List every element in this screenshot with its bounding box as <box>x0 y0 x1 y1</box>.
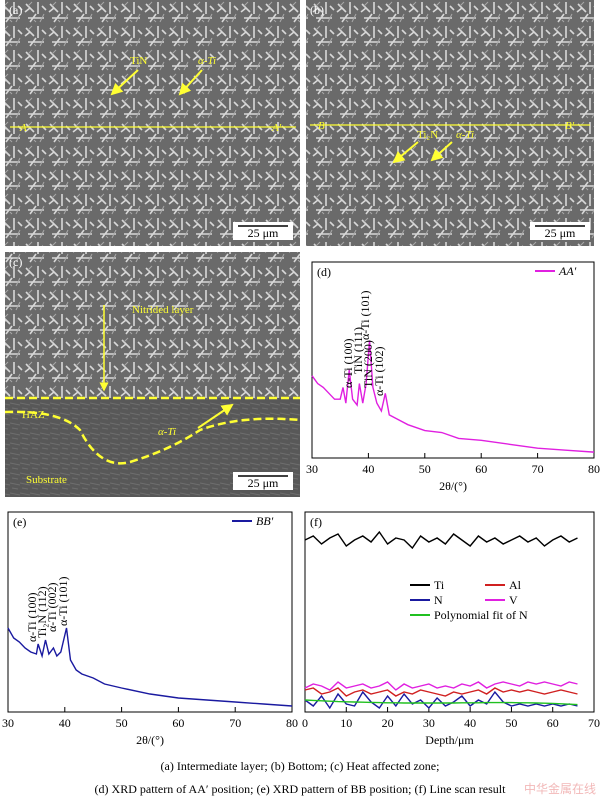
series-line <box>7 627 293 707</box>
x-tick-label: 60 <box>475 462 487 476</box>
x-tick-label: 20 <box>382 716 394 730</box>
scale-label: 25 μm <box>248 226 279 240</box>
x-tick-label: 30 <box>2 716 14 730</box>
annotation: α-Ti <box>456 129 474 141</box>
panel-label: (f) <box>310 515 322 529</box>
sem-image <box>306 0 594 246</box>
x-tick-label: 50 <box>116 716 128 730</box>
legend-label: V <box>509 593 518 607</box>
peak-label: α-Ti (100) <box>25 592 39 642</box>
caption: (d) XRD pattern of AA′ position; (e) XRD… <box>95 782 507 796</box>
x-tick-label: 30 <box>306 462 318 476</box>
panel-a: (a) A A′ TiN α-Ti 25 μm <box>5 0 300 246</box>
line-label: A′ <box>271 122 282 134</box>
peak-label: Ti₂N (112) <box>35 586 49 638</box>
legend-label: N <box>434 593 443 607</box>
series-line <box>304 690 578 710</box>
x-tick-label: 40 <box>464 716 476 730</box>
panel-label: (d) <box>317 265 331 279</box>
sem-image <box>5 0 300 246</box>
x-axis-label: 2θ/(°) <box>136 733 164 747</box>
scale-label: 25 μm <box>248 476 279 490</box>
x-tick-label: 70 <box>532 462 544 476</box>
panel-label: (b) <box>310 3 324 17</box>
plot-frame <box>311 261 595 459</box>
x-tick-label: 30 <box>423 716 435 730</box>
scale-label: 25 μm <box>545 226 576 240</box>
x-tick-label: 60 <box>547 716 559 730</box>
series-line <box>304 681 578 691</box>
series-line <box>304 530 578 550</box>
caption: (a) Intermediate layer; (b) Bottom; (c) … <box>161 759 440 773</box>
plot-frame <box>304 511 595 713</box>
panel-label: (c) <box>9 255 22 269</box>
haz-boundary <box>4 410 301 465</box>
legend-label: AA′ <box>558 264 577 278</box>
series-line <box>311 340 595 453</box>
x-tick-label: 80 <box>588 462 600 476</box>
substrate <box>5 398 300 497</box>
legend-label: BB′ <box>256 514 274 528</box>
annotation: HAZ <box>22 409 45 421</box>
panel-c: (c) Nitrided layer HAZ α-Ti Substrate 25… <box>4 252 301 497</box>
x-tick-label: 50 <box>505 716 517 730</box>
series-line <box>304 687 578 697</box>
annotation: Substrate <box>26 474 67 486</box>
line-label: B′ <box>565 120 575 132</box>
x-tick-label: 40 <box>59 716 71 730</box>
series-line <box>304 699 578 706</box>
annotation: α-Ti <box>198 55 216 67</box>
arrow <box>197 403 234 429</box>
panel-label: (e) <box>13 515 26 529</box>
annotation: Nitrided layer <box>132 304 194 316</box>
legend-label: Ti <box>434 578 445 592</box>
annotation: Ti₂N <box>417 129 438 141</box>
peak-label: α-Ti (100) <box>341 338 355 388</box>
annotation: α-Ti <box>158 426 176 438</box>
x-axis-label: Depth/μm <box>425 733 474 747</box>
line-label: B <box>318 120 325 132</box>
arrow <box>178 69 203 96</box>
peak-label: α-Ti (101) <box>56 576 70 626</box>
panel-b: (b) B B′ Ti₂N α-Ti 25 μm <box>306 0 594 246</box>
peak-label: α-Ti (102) <box>372 346 386 396</box>
x-tick-label: 70 <box>229 716 241 730</box>
watermark: 中华金属在线 <box>524 781 596 796</box>
x-tick-label: 50 <box>419 462 431 476</box>
arrow <box>110 69 139 96</box>
x-axis-label: 2θ/(°) <box>439 479 467 493</box>
plot-frame <box>7 511 293 713</box>
x-tick-label: 40 <box>362 462 374 476</box>
peak-label: α-Ti (101) <box>358 290 372 340</box>
x-tick-label: 0 <box>302 716 308 730</box>
x-tick-label: 70 <box>588 716 600 730</box>
x-tick-label: 10 <box>340 716 352 730</box>
peak-label: TiN (111) <box>351 327 365 374</box>
annotation: TiN <box>130 55 147 67</box>
panel-label: (a) <box>9 3 22 17</box>
x-tick-label: 60 <box>172 716 184 730</box>
arrow <box>430 141 453 162</box>
legend-label: Polynomial fit of N <box>434 608 528 622</box>
arrow <box>392 141 419 164</box>
legend-label: Al <box>509 578 522 592</box>
x-tick-label: 80 <box>286 716 298 730</box>
peak-label: TiN (200) <box>361 340 375 388</box>
line-label: A <box>19 122 27 134</box>
peak-label: α-Ti (002) <box>45 582 59 632</box>
